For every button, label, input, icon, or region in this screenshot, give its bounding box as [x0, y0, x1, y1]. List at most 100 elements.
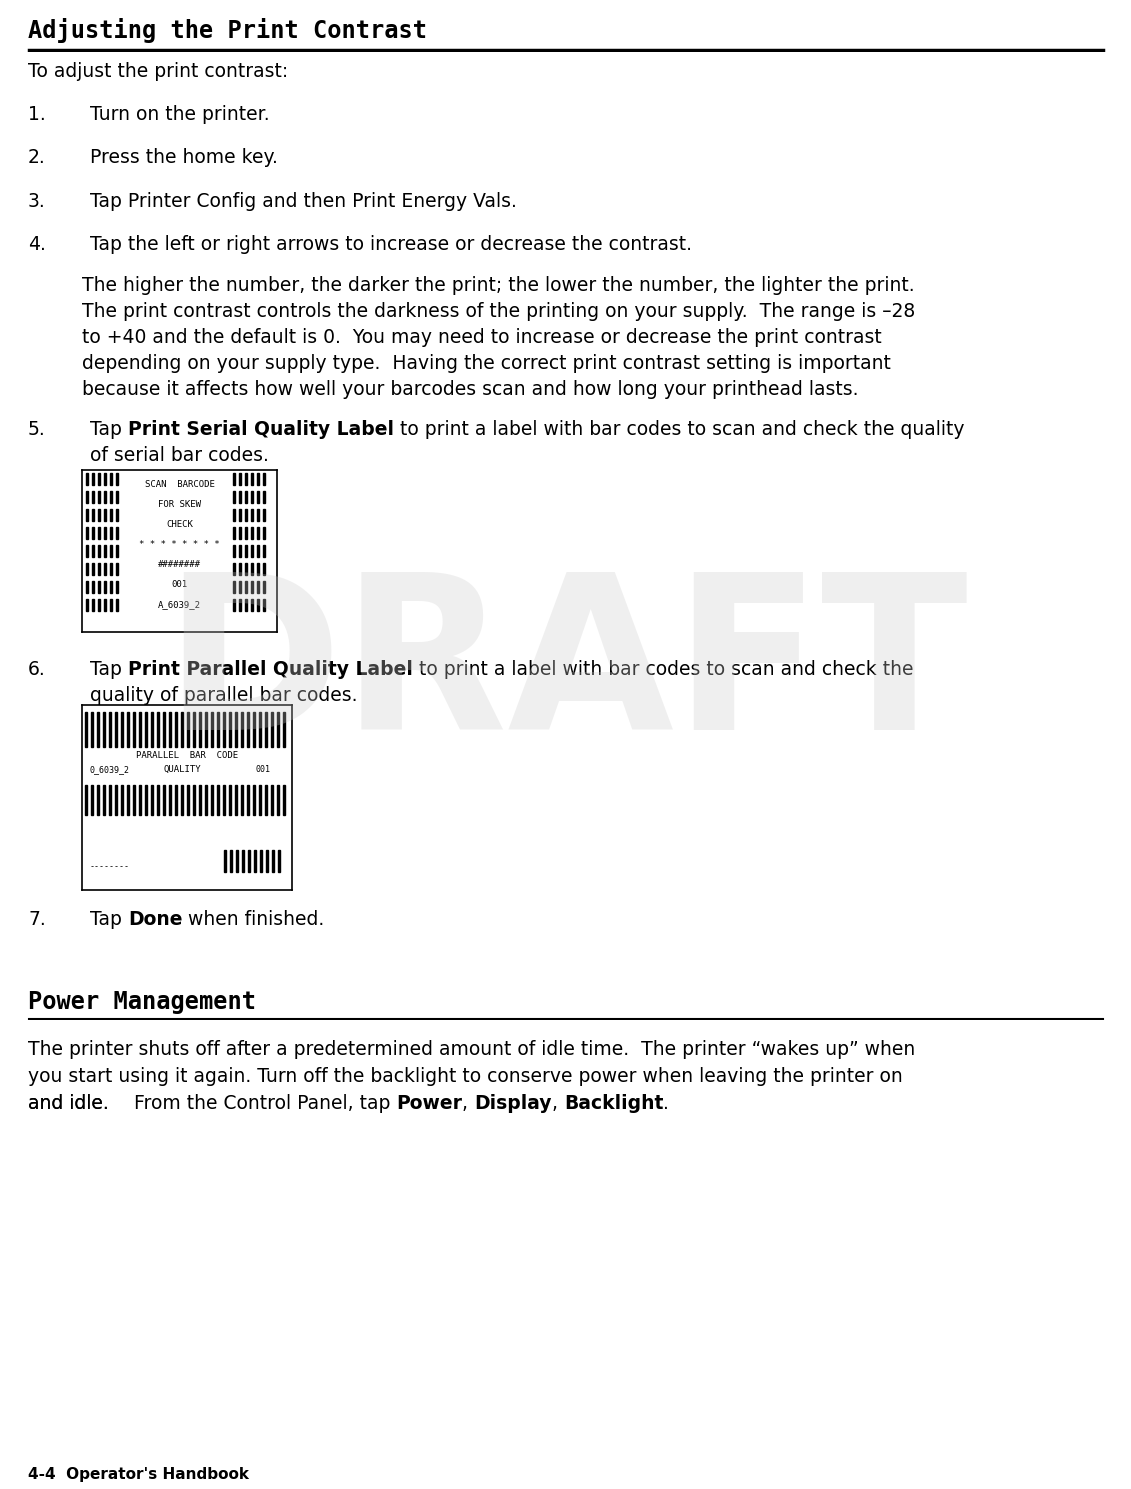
Text: Tap Printer Config and then Print Energy Vals.: Tap Printer Config and then Print Energy… [90, 192, 517, 211]
Bar [248, 850, 250, 873]
Bar [127, 712, 129, 747]
Bar [245, 491, 247, 503]
Text: DRAFT: DRAFT [163, 566, 968, 774]
Bar [145, 785, 147, 814]
Bar [92, 509, 94, 521]
Bar [233, 474, 235, 485]
Bar [86, 527, 88, 539]
Bar [264, 563, 265, 575]
Bar [241, 785, 243, 814]
Bar [264, 599, 265, 610]
Bar [110, 491, 112, 503]
Text: of serial bar codes.: of serial bar codes. [90, 447, 269, 465]
Text: 001: 001 [254, 765, 270, 774]
Bar [169, 712, 171, 747]
Bar [86, 545, 88, 557]
Bar [104, 599, 106, 610]
Bar [98, 527, 100, 539]
Bar [97, 785, 100, 814]
Text: 0_6039_2: 0_6039_2 [90, 765, 130, 774]
Bar [86, 474, 88, 485]
Bar [97, 712, 100, 747]
Text: Power Management: Power Management [28, 990, 256, 1014]
Text: Backlight: Backlight [564, 1094, 663, 1112]
Bar [92, 474, 94, 485]
Text: .: . [663, 1094, 670, 1112]
Bar [110, 545, 112, 557]
Bar [254, 850, 256, 873]
Bar [251, 599, 253, 610]
Bar [251, 527, 253, 539]
Text: The print contrast controls the darkness of the printing on your supply.  The ra: The print contrast controls the darkness… [83, 302, 915, 322]
Bar [251, 563, 253, 575]
Bar [98, 581, 100, 593]
Bar [264, 527, 265, 539]
Text: 001: 001 [172, 581, 188, 590]
Bar [187, 712, 189, 747]
Bar [223, 785, 225, 814]
Bar [133, 785, 135, 814]
Bar [109, 785, 111, 814]
Text: Done: Done [128, 910, 182, 929]
Text: 5.: 5. [28, 420, 45, 439]
Bar [104, 491, 106, 503]
Text: Tap: Tap [90, 660, 128, 679]
Bar [264, 474, 265, 485]
Bar [257, 545, 259, 557]
Bar [271, 850, 274, 873]
Bar [145, 712, 147, 747]
Bar [85, 712, 87, 747]
Bar [193, 785, 195, 814]
Bar [116, 563, 118, 575]
Text: to print a label with bar codes to scan and check the quality: to print a label with bar codes to scan … [394, 420, 965, 439]
Bar [110, 563, 112, 575]
Bar [199, 712, 201, 747]
Bar [175, 712, 176, 747]
Bar [92, 545, 94, 557]
Bar [169, 785, 171, 814]
Bar [115, 712, 116, 747]
Bar [116, 545, 118, 557]
Bar [239, 527, 241, 539]
Bar [257, 563, 259, 575]
Text: Tap: Tap [90, 420, 128, 439]
Bar [257, 527, 259, 539]
Bar [257, 491, 259, 503]
Bar [233, 509, 235, 521]
Bar [259, 785, 261, 814]
Bar [251, 509, 253, 521]
Bar [115, 785, 116, 814]
Bar [233, 563, 235, 575]
Bar [175, 785, 176, 814]
Text: Tap: Tap [90, 910, 128, 929]
Bar [233, 491, 235, 503]
Text: and idle.: and idle. [28, 1094, 121, 1112]
Bar [205, 785, 207, 814]
Bar [233, 599, 235, 610]
Bar [217, 785, 219, 814]
Bar [92, 491, 94, 503]
Bar [92, 563, 94, 575]
Bar [157, 785, 159, 814]
Bar [86, 563, 88, 575]
Bar [193, 712, 195, 747]
Bar [233, 581, 235, 593]
Bar [241, 712, 243, 747]
Text: CHECK: CHECK [166, 520, 193, 529]
Text: --------: -------- [90, 862, 130, 871]
Bar [277, 712, 279, 747]
Bar [264, 545, 265, 557]
Text: QUALITY: QUALITY [163, 765, 201, 774]
Text: when finished.: when finished. [182, 910, 325, 929]
Bar [181, 785, 183, 814]
Text: Print Serial Quality Label: Print Serial Quality Label [128, 420, 394, 439]
Bar [251, 545, 253, 557]
Bar [86, 509, 88, 521]
Bar [157, 712, 159, 747]
Text: depending on your supply type.  Having the correct print contrast setting is imp: depending on your supply type. Having th… [83, 354, 891, 374]
Text: to print a label with bar codes to scan and check the: to print a label with bar codes to scan … [413, 660, 913, 679]
Text: because it affects how well your barcodes scan and how long your printhead lasts: because it affects how well your barcode… [83, 380, 858, 399]
Bar [163, 712, 165, 747]
Text: you start using it again. Turn off the backlight to conserve power when leaving : you start using it again. Turn off the b… [28, 1068, 903, 1085]
Text: 7.: 7. [28, 910, 45, 929]
